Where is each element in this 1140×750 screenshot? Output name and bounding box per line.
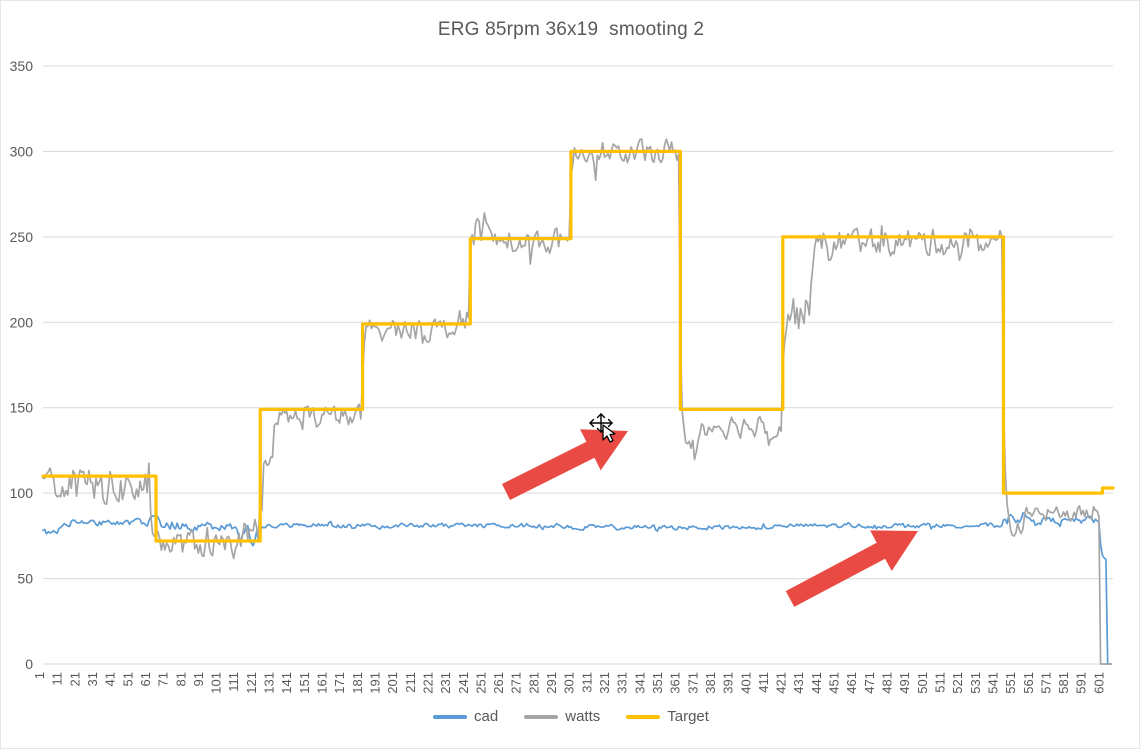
svg-text:281: 281	[526, 672, 541, 694]
legend-swatch-Target	[626, 714, 661, 719]
svg-text:111: 111	[226, 672, 241, 692]
svg-text:311: 311	[579, 672, 594, 693]
svg-text:0: 0	[25, 656, 33, 672]
svg-text:441: 441	[809, 672, 824, 694]
svg-text:61: 61	[138, 672, 153, 686]
series-cad[interactable]	[42, 512, 1113, 665]
svg-text:101: 101	[209, 672, 224, 694]
svg-text:81: 81	[173, 672, 188, 686]
svg-text:331: 331	[615, 672, 630, 694]
annotation-layer	[502, 429, 918, 607]
svg-text:161: 161	[315, 672, 330, 694]
svg-text:211: 211	[403, 672, 418, 693]
svg-text:411: 411	[756, 672, 771, 693]
svg-text:200: 200	[10, 314, 34, 330]
svg-text:561: 561	[1021, 672, 1036, 694]
svg-text:551: 551	[1003, 672, 1018, 694]
svg-text:601: 601	[1091, 672, 1106, 694]
svg-text:31: 31	[85, 672, 100, 686]
svg-text:221: 221	[420, 672, 435, 694]
svg-text:91: 91	[191, 672, 206, 686]
svg-text:471: 471	[862, 672, 877, 694]
svg-text:191: 191	[367, 672, 382, 694]
svg-text:461: 461	[844, 672, 859, 694]
red-arrow-2	[785, 530, 918, 607]
svg-text:391: 391	[721, 672, 736, 694]
svg-text:421: 421	[774, 672, 789, 694]
svg-text:150: 150	[10, 400, 34, 416]
svg-text:371: 371	[685, 672, 700, 694]
red-arrow-1	[502, 429, 628, 500]
chart-title[interactable]: ERG 85rpm 36x19 smooting 2	[437, 19, 705, 40]
gridlines	[43, 65, 1113, 665]
series-Target[interactable]	[41, 149, 1115, 543]
svg-text:491: 491	[897, 672, 912, 694]
y-axis-tick-labels: 0 50 100 150 200 250 300 350	[10, 58, 34, 672]
svg-text:261: 261	[491, 672, 506, 694]
svg-text:271: 271	[509, 672, 524, 694]
legend-label-Target: Target	[667, 708, 709, 725]
svg-text:531: 531	[968, 672, 983, 694]
svg-text:201: 201	[385, 672, 400, 694]
svg-text:521: 521	[950, 672, 965, 694]
svg-text:121: 121	[244, 672, 259, 694]
svg-text:21: 21	[67, 672, 82, 686]
svg-text:541: 541	[985, 672, 1000, 694]
svg-text:431: 431	[791, 672, 806, 694]
x-axis-tick-labels: 1 11 21 31 41 51 61 71 81 91 101 111 121 131 141 151 161…	[32, 672, 1106, 694]
svg-text:591: 591	[1074, 672, 1089, 694]
svg-text:301: 301	[562, 672, 577, 694]
chart-legend[interactable]: cad watts Target	[1, 709, 1140, 724]
svg-text:151: 151	[297, 672, 312, 694]
svg-text:511: 511	[932, 672, 947, 693]
svg-text:250: 250	[10, 229, 34, 245]
svg-text:481: 481	[880, 672, 895, 694]
legend-item-Target[interactable]: Target	[626, 709, 709, 724]
svg-text:451: 451	[827, 672, 842, 694]
series-watts[interactable]	[42, 138, 1113, 665]
legend-item-watts[interactable]: watts	[524, 709, 600, 724]
svg-text:341: 341	[632, 672, 647, 694]
legend-swatch-cad	[433, 714, 468, 719]
svg-text:231: 231	[438, 672, 453, 694]
svg-text:41: 41	[103, 672, 118, 686]
legend-label-cad: cad	[474, 708, 499, 725]
svg-text:581: 581	[1056, 672, 1071, 694]
svg-text:71: 71	[156, 672, 171, 686]
svg-text:501: 501	[915, 672, 930, 694]
svg-text:131: 131	[262, 672, 277, 694]
svg-text:100: 100	[10, 485, 34, 501]
svg-text:401: 401	[738, 672, 753, 694]
svg-text:291: 291	[544, 672, 559, 694]
svg-text:361: 361	[668, 672, 683, 694]
svg-text:381: 381	[703, 672, 718, 694]
legend-swatch-watts	[524, 714, 559, 719]
svg-text:251: 251	[473, 672, 488, 694]
svg-text:11: 11	[50, 672, 65, 686]
svg-text:1: 1	[32, 672, 47, 679]
svg-text:351: 351	[650, 672, 665, 694]
svg-text:141: 141	[279, 672, 294, 694]
svg-text:51: 51	[120, 672, 135, 686]
svg-text:181: 181	[350, 672, 365, 694]
legend-label-watts: watts	[565, 708, 601, 725]
svg-text:241: 241	[456, 672, 471, 694]
svg-text:321: 321	[597, 672, 612, 694]
svg-text:171: 171	[332, 672, 347, 694]
svg-text:350: 350	[10, 58, 34, 74]
data-series-layer[interactable]	[41, 138, 1115, 665]
svg-text:571: 571	[1038, 672, 1053, 694]
svg-text:300: 300	[10, 143, 34, 159]
legend-item-cad[interactable]: cad	[433, 709, 498, 724]
svg-text:50: 50	[17, 571, 33, 587]
